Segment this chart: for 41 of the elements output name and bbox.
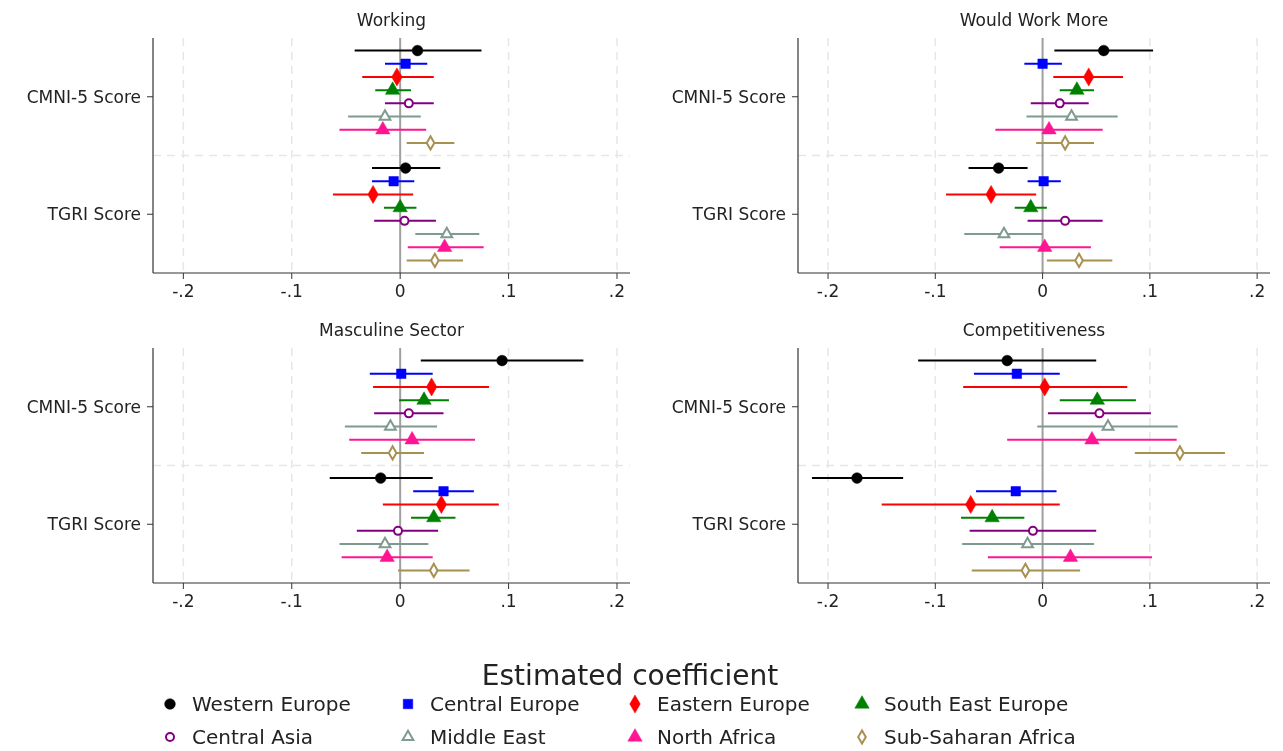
x-tick-label: 0 (1037, 591, 1048, 611)
x-axis-title: Estimated coefficient (481, 659, 779, 692)
legend-label: North Africa (657, 725, 777, 749)
x-tick-label: .1 (1141, 591, 1158, 611)
legend-label: Central Europe (430, 692, 580, 716)
x-tick-label: .2 (608, 591, 626, 611)
chart-title: Would Work More (959, 10, 1109, 30)
x-tick-label: -.2 (816, 281, 840, 301)
chart-title: Masculine Sector (319, 320, 464, 340)
y-tick-label: CMNI-5 Score (671, 396, 786, 417)
x-tick-label: .2 (1249, 591, 1266, 611)
legend-label: Eastern Europe (657, 692, 810, 716)
x-tick-label: -.1 (924, 591, 947, 611)
x-tick-label: -.2 (816, 591, 840, 611)
y-tick-label: TGRI Score (691, 514, 786, 535)
x-tick-label: .1 (500, 591, 517, 611)
chart-title: Competitiveness (962, 320, 1106, 340)
legend-label: South East Europe (884, 692, 1069, 716)
chart-title: Working (356, 10, 427, 30)
x-tick-label: 0 (1037, 281, 1048, 301)
legend-label: Western Europe (192, 692, 351, 716)
x-tick-label: -.1 (924, 281, 947, 301)
y-tick-label: TGRI Score (691, 204, 786, 225)
y-tick-label: TGRI Score (46, 514, 141, 535)
x-tick-label: .1 (1141, 281, 1158, 301)
legend-label: Sub-Saharan Africa (884, 725, 1076, 749)
y-tick-label: CMNI-5 Score (26, 396, 141, 417)
x-tick-label: .2 (608, 281, 626, 301)
x-tick-label: -.2 (172, 281, 195, 301)
legend-label: Central Asia (192, 725, 314, 749)
y-tick-label: CMNI-5 Score (26, 86, 141, 107)
x-tick-label: -.2 (172, 591, 195, 611)
x-tick-label: 0 (394, 281, 406, 301)
x-tick-label: 0 (394, 591, 406, 611)
legend-label: Middle East (430, 725, 546, 749)
y-tick-label: TGRI Score (46, 204, 141, 225)
y-tick-label: CMNI-5 Score (671, 86, 786, 107)
x-tick-label: .1 (500, 281, 517, 301)
x-tick-label: -.1 (280, 591, 303, 611)
x-tick-label: .2 (1249, 281, 1266, 301)
x-tick-label: -.1 (280, 281, 303, 301)
